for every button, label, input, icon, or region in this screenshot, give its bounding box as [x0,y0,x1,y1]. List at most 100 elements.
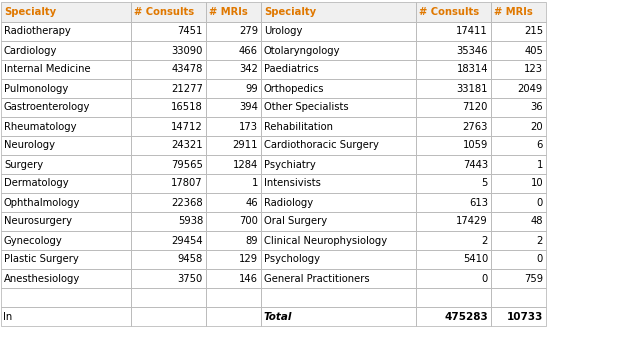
Text: 43478: 43478 [172,64,203,74]
Bar [1,136,131,155]
Bar [491,22,546,41]
Bar [416,22,491,41]
Text: 46: 46 [245,198,258,207]
Bar [1,212,131,231]
Text: 342: 342 [239,64,258,74]
Text: 700: 700 [239,216,258,227]
Bar [261,41,416,60]
Bar [131,269,206,288]
Bar [416,136,491,155]
Bar [131,22,206,41]
Text: Radiology: Radiology [264,198,313,207]
Bar [206,269,261,288]
Text: 22368: 22368 [171,198,203,207]
Bar [1,212,131,231]
Bar [131,250,206,269]
Bar [131,307,206,326]
Bar [206,288,261,307]
Bar [206,193,261,212]
Bar [491,212,546,231]
Bar [131,231,206,250]
Text: 466: 466 [239,46,258,55]
Bar [416,307,491,326]
Bar [206,2,261,22]
Bar [416,2,491,22]
Bar [416,117,491,136]
Bar [416,79,491,98]
Bar [1,250,131,269]
Bar [206,250,261,269]
Text: General Practitioners: General Practitioners [264,274,370,284]
Text: 2763: 2763 [463,121,488,132]
Bar [1,250,131,269]
Bar [416,41,491,60]
Bar [261,22,416,41]
Bar [261,250,416,269]
Bar [261,269,416,288]
Bar [1,98,131,117]
Text: 5: 5 [481,179,488,189]
Bar [416,174,491,193]
Bar [206,60,261,79]
Text: 279: 279 [239,26,258,37]
Bar [491,155,546,174]
Text: 17807: 17807 [171,179,203,189]
Bar [206,307,261,326]
Bar [261,231,416,250]
Bar [1,41,131,60]
Bar [416,288,491,307]
Bar [1,136,131,155]
Text: Ophthalmology: Ophthalmology [4,198,80,207]
Bar [416,231,491,250]
Bar [491,41,546,60]
Bar [491,193,546,212]
Bar [131,288,206,307]
Text: Specialty: Specialty [264,7,316,17]
Bar [1,60,131,79]
Bar [491,269,546,288]
Bar [1,60,131,79]
Bar [206,269,261,288]
Text: 29454: 29454 [171,236,203,245]
Bar [491,136,546,155]
Text: Plastic Surgery: Plastic Surgery [4,254,78,264]
Bar [131,79,206,98]
Bar [416,269,491,288]
Bar [416,288,491,307]
Text: 173: 173 [239,121,258,132]
Bar [261,117,416,136]
Text: 3750: 3750 [178,274,203,284]
Text: 20: 20 [530,121,543,132]
Bar [206,2,261,22]
Bar [491,79,546,98]
Bar [491,98,546,117]
Text: 10: 10 [530,179,543,189]
Text: 79565: 79565 [171,159,203,169]
Bar [491,60,546,79]
Bar [491,288,546,307]
Bar [416,250,491,269]
Text: 2911: 2911 [232,141,258,150]
Bar [206,117,261,136]
Bar [261,2,416,22]
Text: 9458: 9458 [178,254,203,264]
Text: 0: 0 [482,274,488,284]
Bar [261,136,416,155]
Bar [491,98,546,117]
Text: Surgery: Surgery [4,159,43,169]
Text: 10733: 10733 [507,311,543,322]
Bar [491,250,546,269]
Text: 33090: 33090 [172,46,203,55]
Bar [206,288,261,307]
Text: 36: 36 [530,103,543,112]
Text: Specialty: Specialty [4,7,56,17]
Bar [261,79,416,98]
Text: 2: 2 [536,236,543,245]
Bar [416,212,491,231]
Bar [206,231,261,250]
Text: 14712: 14712 [171,121,203,132]
Bar [261,98,416,117]
Text: 613: 613 [469,198,488,207]
Bar [131,193,206,212]
Bar [416,41,491,60]
